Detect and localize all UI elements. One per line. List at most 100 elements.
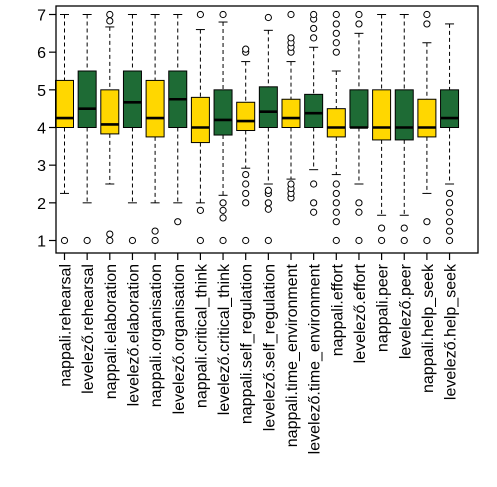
outlier-point <box>423 236 431 245</box>
x-tick-label: levelező.peer <box>397 263 414 359</box>
box-iqr <box>349 89 369 129</box>
outlier-point <box>355 199 363 207</box>
outlier-point <box>106 236 114 245</box>
y-tick-label: 7 <box>37 8 46 25</box>
x-tick-label: levelező.self_regulation <box>261 264 278 431</box>
x-tick-label: nappali.critical_think <box>193 263 210 408</box>
outlier-point <box>219 236 227 245</box>
outlier-point <box>445 227 454 235</box>
outlier-point <box>242 180 250 188</box>
box-11 <box>281 10 301 202</box>
outlier-point <box>219 199 227 207</box>
outlier-point <box>310 180 318 188</box>
outlier-point <box>310 208 318 216</box>
x-tick-label: nappali.peer <box>375 263 392 352</box>
outlier-point <box>332 199 340 207</box>
box-17 <box>417 10 437 245</box>
outlier-point <box>287 10 295 19</box>
outlier-point <box>264 236 272 245</box>
x-tick-label: levelező.effort <box>352 263 369 363</box>
box-10 <box>258 13 278 245</box>
outlier-point <box>355 10 363 19</box>
outlier-point <box>151 236 159 245</box>
outlier-point <box>174 218 182 226</box>
outlier-point <box>332 218 340 226</box>
outlier-point <box>219 206 227 214</box>
outlier-point <box>264 199 272 207</box>
box-iqr <box>440 89 460 129</box>
box-iqr <box>213 89 233 136</box>
outlier-point <box>242 45 250 53</box>
box-9 <box>236 45 256 245</box>
x-tick-label: levelező.organisation <box>171 264 188 414</box>
outlier-point <box>423 20 431 28</box>
box-3 <box>100 10 120 245</box>
outlier-point <box>310 24 318 33</box>
outlier-point <box>287 180 295 188</box>
outlier-point <box>378 236 386 245</box>
box-iqr <box>122 70 142 128</box>
x-tick-label: nappali.time_environment <box>284 263 301 447</box>
outlier-point <box>332 236 340 245</box>
x-tick-label: levelező.rehearsal <box>80 264 97 394</box>
box-iqr <box>417 98 437 138</box>
outlier-point <box>196 10 204 19</box>
box-iqr <box>100 89 120 135</box>
outlier-point <box>310 199 318 207</box>
x-tick-label: levelező.time_environment <box>307 263 324 454</box>
y-tick-label: 2 <box>37 196 46 213</box>
outlier-point <box>196 206 204 214</box>
outlier-point <box>219 214 227 222</box>
box-iqr <box>304 93 324 128</box>
outlier-point <box>242 189 250 198</box>
x-tick-label: nappali.rehearsal <box>58 264 75 387</box>
box-14 <box>349 10 369 245</box>
outlier-point <box>423 218 431 226</box>
outlier-point <box>310 34 318 42</box>
outlier-point <box>332 39 340 47</box>
outlier-point <box>445 199 454 207</box>
outlier-point <box>445 189 454 198</box>
outlier-point <box>378 224 386 232</box>
x-tick-label: nappali.organisation <box>148 264 165 407</box>
y-tick-label: 3 <box>37 158 46 175</box>
box-iqr <box>236 101 256 132</box>
outlier-point <box>332 29 340 37</box>
box-1 <box>55 14 74 245</box>
y-tick-label: 4 <box>37 121 46 138</box>
box-iqr <box>190 96 210 144</box>
outlier-point <box>242 170 250 179</box>
outlier-point <box>355 236 363 245</box>
x-tick-label: nappali.elaboration <box>103 264 120 399</box>
outlier-point <box>106 230 114 238</box>
x-tick-label: nappali.help_seek <box>420 263 437 393</box>
x-tick-label: levelező.elaboration <box>125 264 142 406</box>
box-iqr <box>77 70 97 128</box>
outlier-point <box>423 10 431 19</box>
box-iqr <box>145 79 165 138</box>
box-2 <box>77 14 97 245</box>
box-5 <box>145 14 165 245</box>
outlier-point <box>219 10 227 19</box>
y-axis: 1 2 3 4 5 6 7 <box>37 8 56 251</box>
box-6 <box>168 14 188 226</box>
box-7 <box>190 10 210 245</box>
outlier-point <box>332 20 340 28</box>
outlier-point <box>242 236 250 245</box>
outlier-point <box>128 236 137 245</box>
y-tick-label: 6 <box>37 45 46 62</box>
box-iqr <box>326 108 346 138</box>
box-4 <box>122 14 142 245</box>
outlier-point <box>242 199 250 207</box>
box-iqr <box>281 98 301 128</box>
outlier-point <box>355 20 363 28</box>
outlier-point <box>264 13 272 22</box>
outlier-point <box>445 208 454 216</box>
outlier-point <box>332 189 340 198</box>
outlier-point <box>264 205 272 213</box>
x-tick-label: nappali.self_regulation <box>239 264 256 424</box>
outlier-point <box>332 10 340 19</box>
box-iqr <box>394 89 414 141</box>
x-tick-label: nappali.effort <box>329 263 346 356</box>
